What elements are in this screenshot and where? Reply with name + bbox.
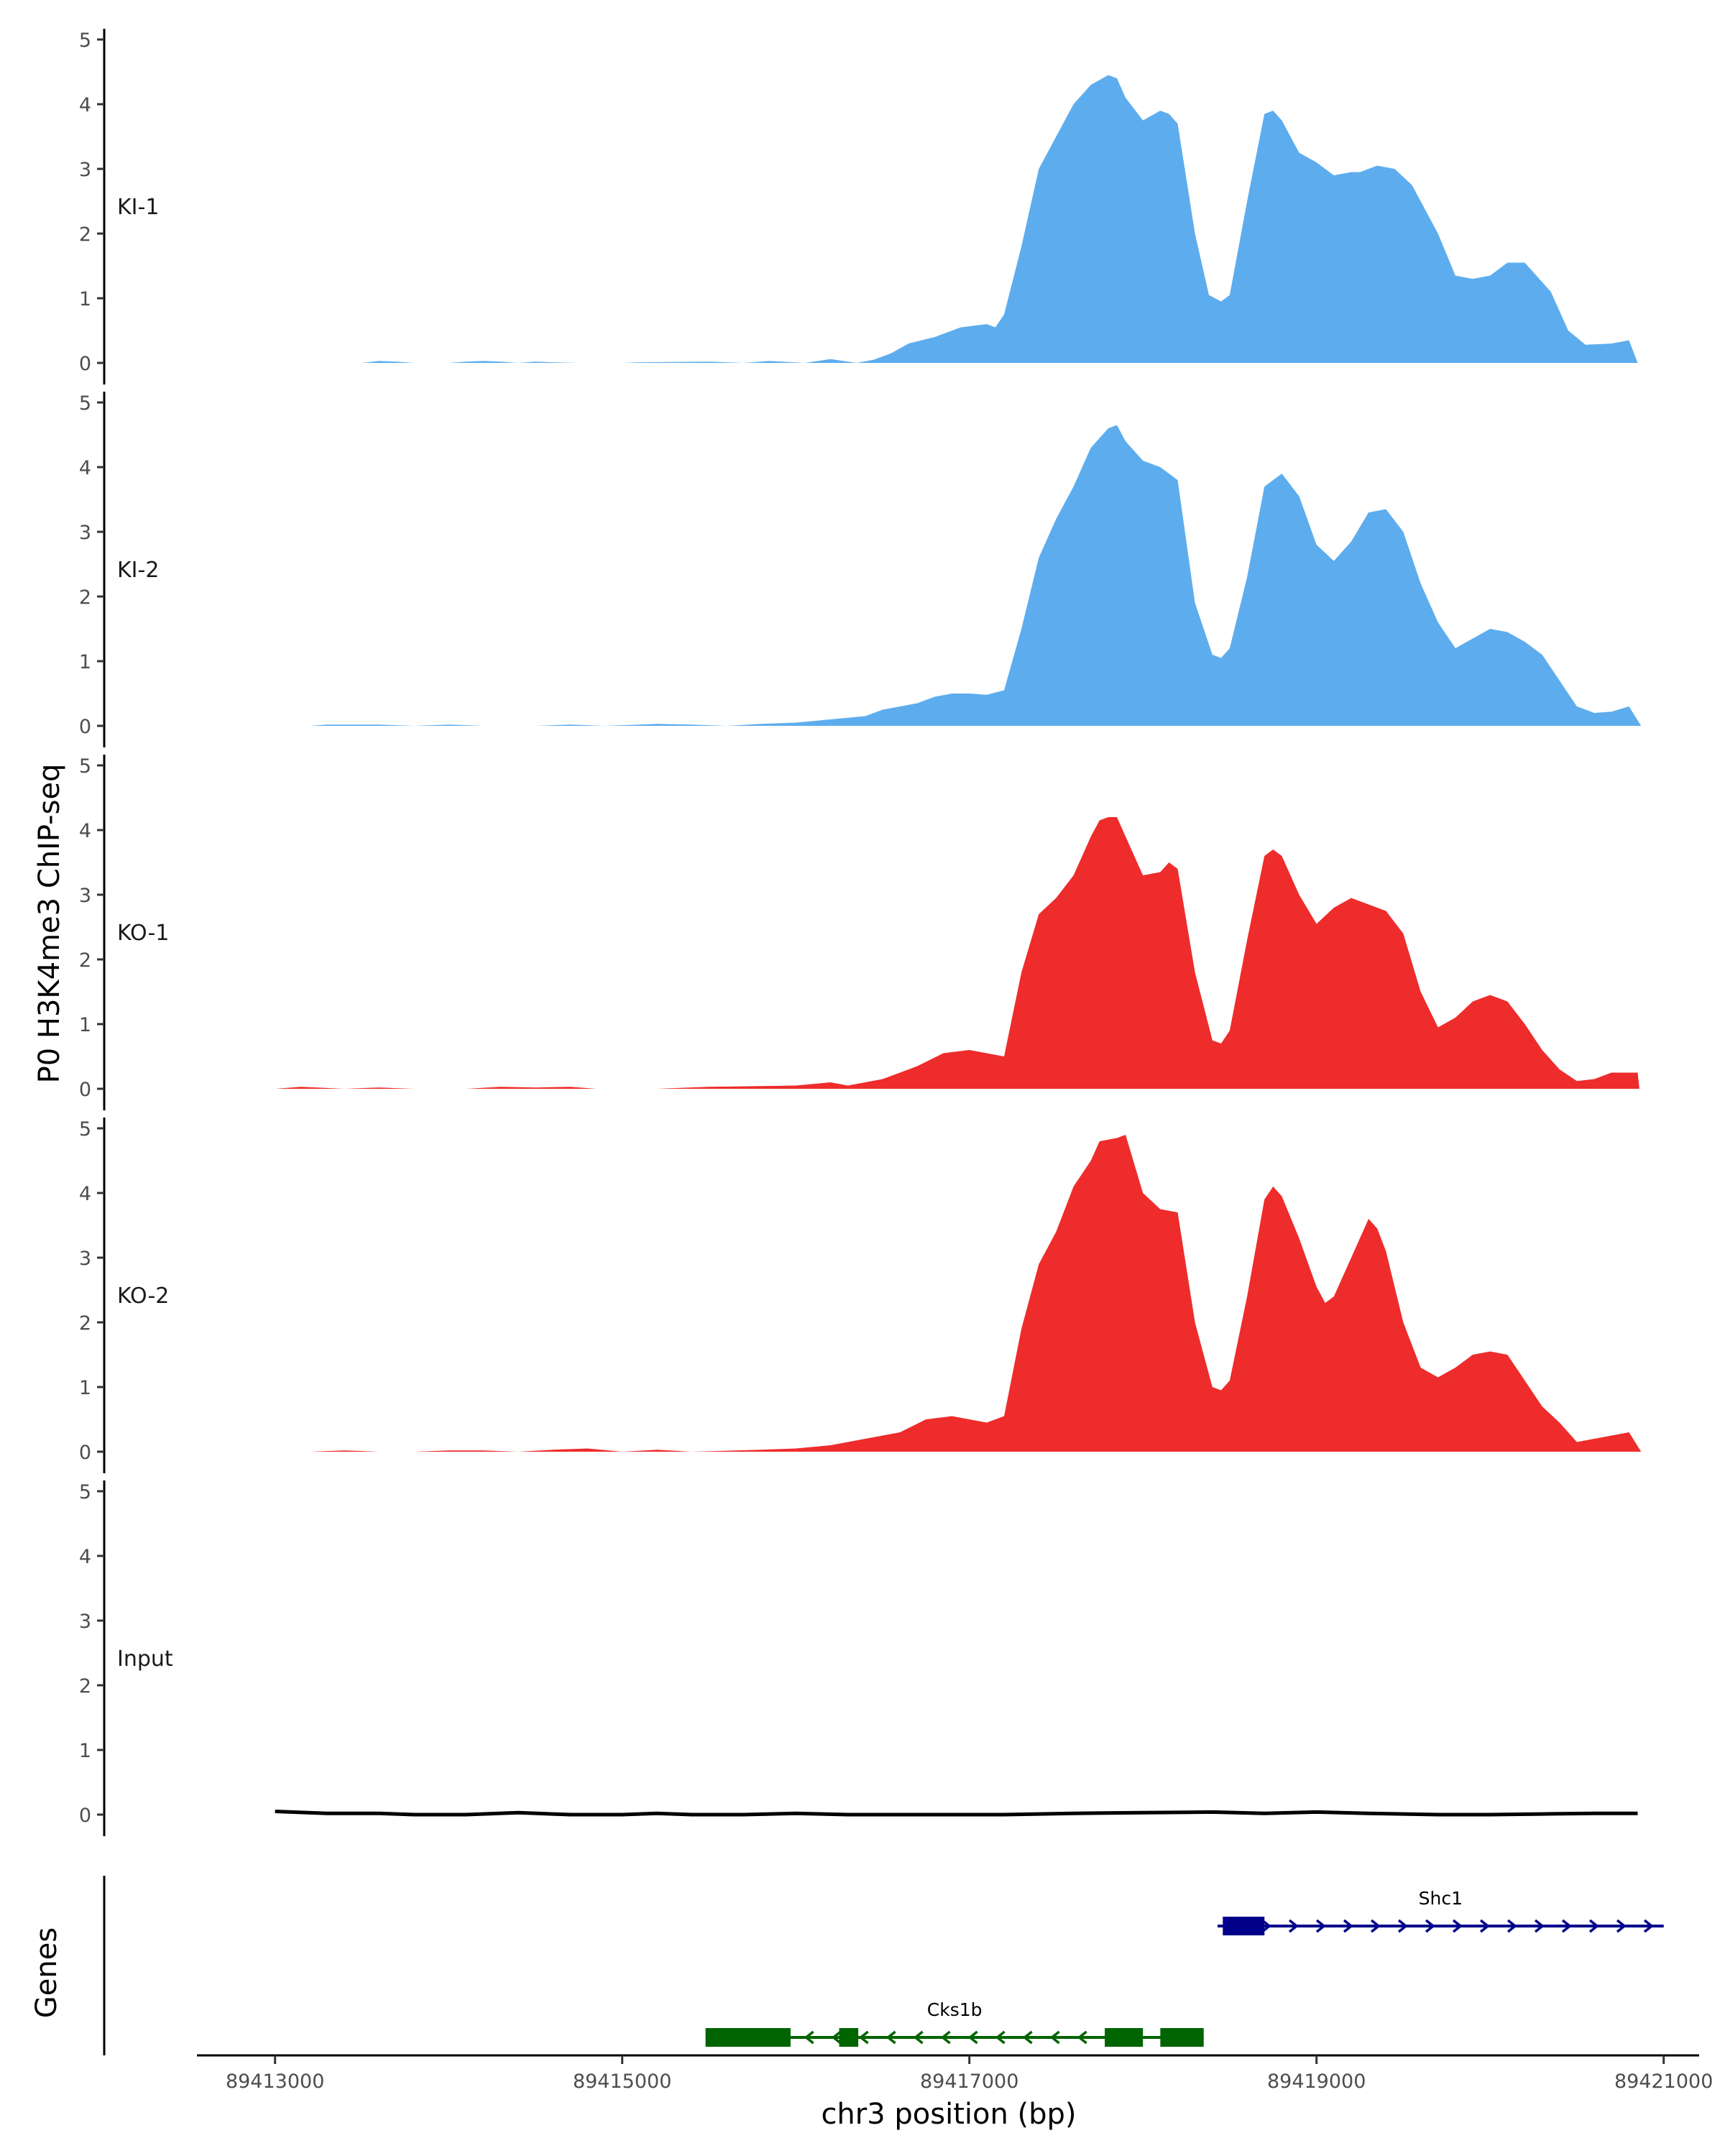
y-tick-label: 5 bbox=[79, 392, 91, 415]
y-tick-label: 0 bbox=[79, 1079, 91, 1101]
y-tick-label: 5 bbox=[79, 755, 91, 778]
y-tick-label: 2 bbox=[79, 224, 91, 246]
y-tick-label: 1 bbox=[79, 651, 91, 673]
track-ki-2: 0 1 2 3 4 5 KI-2 bbox=[79, 392, 1642, 747]
strand-arrow bbox=[1506, 1919, 1517, 1933]
y-tick-label: 2 bbox=[79, 1312, 91, 1335]
y-tick-label: 0 bbox=[79, 1805, 91, 1827]
y-tick-label: 4 bbox=[79, 1546, 91, 1568]
x-tick-label: 89413000 bbox=[226, 2070, 324, 2093]
track-ko-2: 0 1 2 3 4 5 KO-2 bbox=[79, 1118, 1642, 1473]
strand-arrow bbox=[1616, 1919, 1627, 1933]
signal-line-input bbox=[275, 1810, 1638, 1817]
y-tick-label: 3 bbox=[79, 1611, 91, 1633]
strand-arrow bbox=[886, 2030, 896, 2045]
signal-area-ko-2 bbox=[310, 1135, 1642, 1452]
strand-arrow bbox=[913, 2030, 924, 2045]
signal-area-ki-1 bbox=[362, 75, 1638, 363]
x-axis: 89413000 89415000 89417000 89419000 89421000 bbox=[197, 2054, 1713, 2093]
gene-exon bbox=[705, 2028, 791, 2047]
gene-cks1b: Cks1b bbox=[705, 1999, 1204, 2047]
y-tick-label: 4 bbox=[79, 457, 91, 479]
y-tick-label: 4 bbox=[79, 820, 91, 842]
strand-arrow bbox=[1049, 2030, 1060, 2045]
y-tick-label: 3 bbox=[79, 159, 91, 181]
strand-arrow bbox=[1261, 1919, 1271, 1933]
x-tick-label: 89417000 bbox=[920, 2070, 1018, 2093]
track-ki-1: 0 1 2 3 4 5 KI-1 bbox=[79, 29, 1638, 384]
x-tick-label: 89419000 bbox=[1267, 2070, 1366, 2093]
gene-shc1: Shc1 bbox=[1218, 1888, 1664, 1935]
y-tick-label: 4 bbox=[79, 1183, 91, 1205]
strand-arrow bbox=[967, 2030, 978, 2045]
y-axis-title: P0 H3K4me3 ChIP-seq bbox=[33, 764, 66, 1084]
strand-arrow bbox=[1397, 1919, 1408, 1933]
gene-label: Shc1 bbox=[1419, 1888, 1463, 1909]
strand-arrow bbox=[1022, 2030, 1033, 2045]
track-ko-1: 0 1 2 3 4 5 KO-1 bbox=[79, 755, 1639, 1110]
y-tick-label: 5 bbox=[79, 29, 91, 52]
gene-label: Cks1b bbox=[927, 1999, 983, 2020]
genes-axis-title: Genes bbox=[30, 1927, 63, 2018]
track-label: Input bbox=[117, 1646, 173, 1672]
y-tick-label: 1 bbox=[79, 288, 91, 310]
signal-area-ki-2 bbox=[310, 425, 1642, 726]
y-tick-label: 3 bbox=[79, 522, 91, 544]
gene-exon bbox=[1160, 2028, 1204, 2047]
track-label: KI-2 bbox=[117, 558, 159, 583]
track-label: KI-1 bbox=[117, 195, 159, 220]
x-tick-label: 89415000 bbox=[573, 2070, 671, 2093]
y-tick-label: 1 bbox=[79, 1014, 91, 1036]
y-tick-label: 3 bbox=[79, 885, 91, 907]
track-input: 0 1 2 3 4 5 Input bbox=[79, 1480, 1638, 1836]
gene-exon bbox=[839, 2028, 859, 2047]
gene-exon bbox=[1223, 1917, 1265, 1935]
strand-arrow bbox=[1452, 1919, 1463, 1933]
y-tick-label: 3 bbox=[79, 1248, 91, 1270]
y-tick-label: 0 bbox=[79, 1442, 91, 1464]
strand-arrow bbox=[1288, 1919, 1299, 1933]
x-axis-title: chr3 position (bp) bbox=[821, 2098, 1076, 2131]
strand-arrow bbox=[1343, 1919, 1353, 1933]
strand-arrow bbox=[1077, 2030, 1087, 2045]
strand-arrow bbox=[804, 2030, 814, 2045]
y-tick-label: 2 bbox=[79, 1675, 91, 1697]
y-tick-label: 0 bbox=[79, 353, 91, 375]
strand-arrow bbox=[831, 2030, 842, 2045]
track-label: KO-1 bbox=[117, 921, 169, 946]
strand-arrow bbox=[1588, 1919, 1599, 1933]
y-tick-label: 0 bbox=[79, 716, 91, 738]
y-tick-label: 5 bbox=[79, 1481, 91, 1503]
y-tick-label: 1 bbox=[79, 1377, 91, 1399]
signal-area-ko-1 bbox=[275, 817, 1639, 1089]
gene-exon bbox=[1105, 2028, 1144, 2047]
strand-arrow bbox=[1643, 1919, 1654, 1933]
strand-arrow bbox=[1561, 1919, 1572, 1933]
strand-arrow bbox=[995, 2030, 1006, 2045]
strand-arrow bbox=[940, 2030, 951, 2045]
track-label: KO-2 bbox=[117, 1284, 169, 1309]
y-tick-label: 2 bbox=[79, 586, 91, 609]
genes-panel: Shc1 Cks1b 89413000 89415000 89417000 8941900… bbox=[103, 1876, 1713, 2093]
strand-arrow bbox=[1479, 1919, 1490, 1933]
y-tick-label: 2 bbox=[79, 949, 91, 972]
signal-tracks: 0 1 2 3 4 5 KI-1 0 1 2 3 4 5 KI-2 0 1 2 3 4 5 KO-1 0 1 2 3 4 5 KO-2… bbox=[79, 29, 1642, 1836]
y-tick-label: 1 bbox=[79, 1740, 91, 1762]
strand-arrow bbox=[1315, 1919, 1326, 1933]
strand-arrow bbox=[1425, 1919, 1435, 1933]
y-tick-label: 5 bbox=[79, 1118, 91, 1141]
x-tick-label: 89421000 bbox=[1614, 2070, 1713, 2093]
strand-arrow bbox=[1370, 1919, 1381, 1933]
y-tick-label: 4 bbox=[79, 94, 91, 116]
strand-arrow bbox=[1534, 1919, 1545, 1933]
strand-arrow bbox=[858, 2030, 869, 2045]
